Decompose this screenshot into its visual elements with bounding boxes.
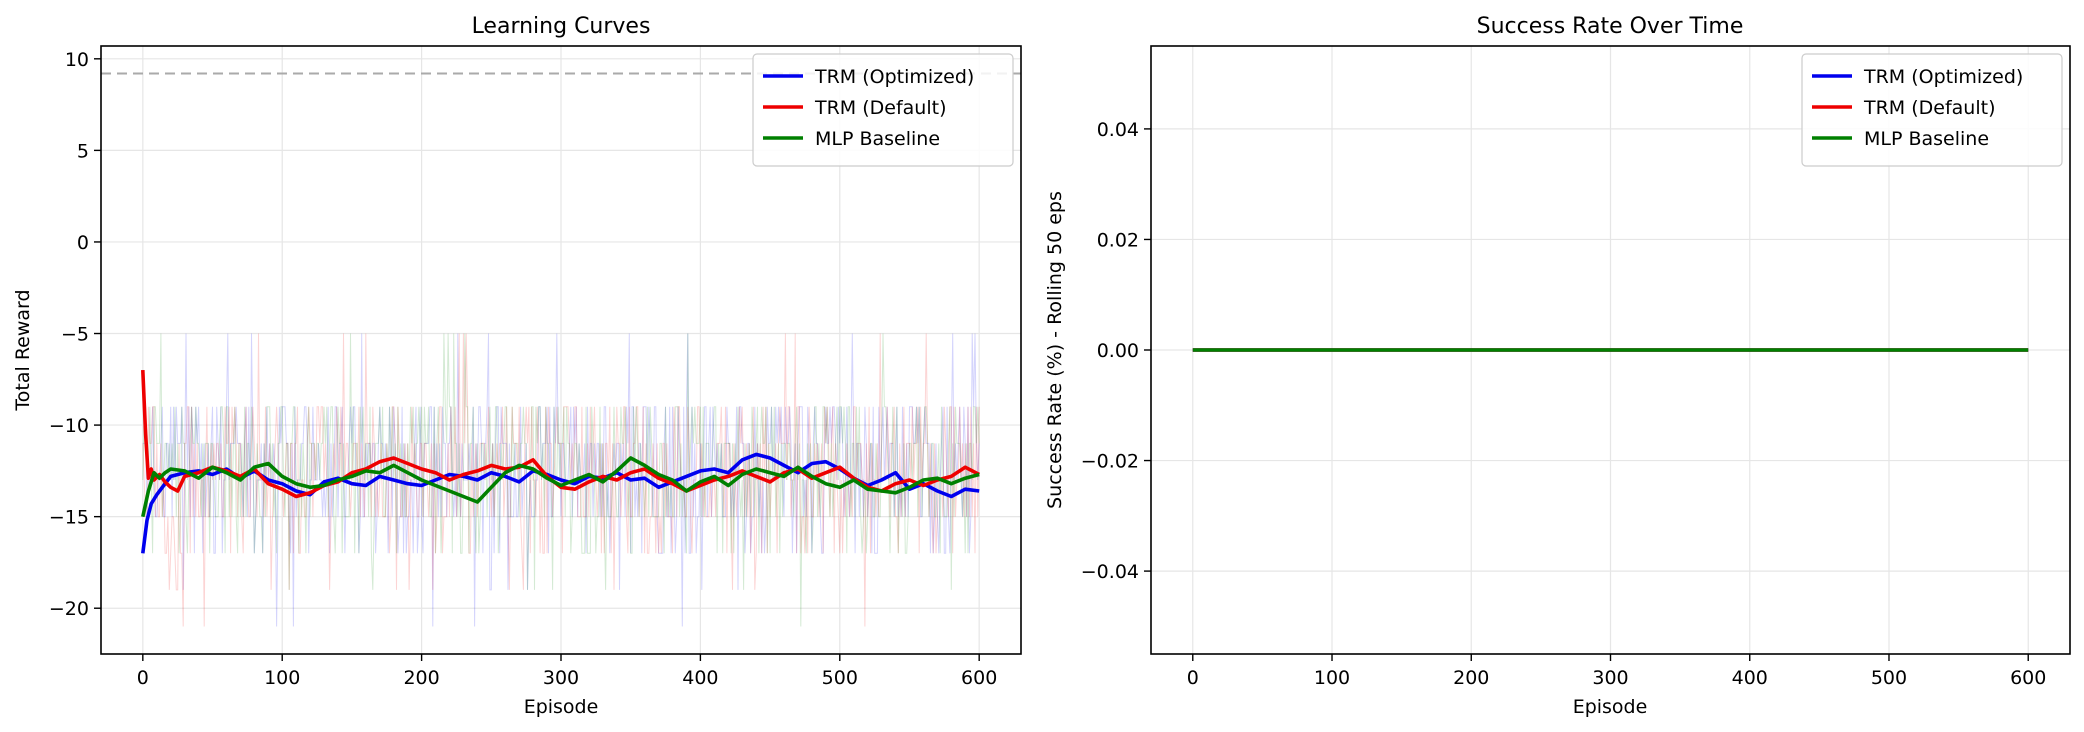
learning-curves-x-tick-label: 100 [264, 667, 300, 689]
learning-curves-x-tick-label: 500 [822, 667, 858, 689]
success-rate-y-tick-label: 0.00 [1097, 340, 1139, 362]
learning-curves-x-tick-label: 0 [137, 667, 149, 689]
learning-curves-legend-label: TRM (Default) [814, 97, 947, 119]
success-rate-x-tick-label: 300 [1592, 667, 1628, 689]
raw-trace-mlp-baseline [142, 333, 980, 627]
raw-episode-rewards [142, 333, 980, 627]
learning-curves-y-tick-label: −5 [61, 324, 89, 346]
success-rate-legend-label: TRM (Default) [1863, 97, 1996, 119]
learning-curves-legend-label: TRM (Optimized) [814, 66, 974, 88]
learning-curves-x-tick-label: 200 [403, 667, 439, 689]
learning-curves-panel: Learning Curves 0 100 200 300 400 500 600 10 5 0 −… [12, 14, 1022, 718]
learning-curves-y-tick-label: 10 [65, 49, 89, 71]
success-rate-title: Success Rate Over Time [1477, 14, 1744, 39]
learning-curves-x-tick-label: 400 [682, 667, 718, 689]
learning-curves-y-tick-label: 5 [77, 140, 89, 162]
learning-curves-title: Learning Curves [472, 14, 651, 39]
success-rate-y-tick-label: 0.02 [1097, 229, 1139, 251]
learning-curves-legend [752, 53, 1014, 167]
learning-curves-y-tick-label: 0 [77, 232, 89, 254]
success-rate-y-tick-label: 0.04 [1097, 119, 1139, 141]
learning-curves-y-tick-label: −20 [49, 598, 89, 620]
success-rate-panel: Success Rate Over Time 0 100 200 300 400 500 6… [1044, 14, 2071, 718]
learning-curves-x-tick-label: 600 [961, 667, 997, 689]
learning-curves-x-tick-label: 300 [543, 667, 579, 689]
learning-curves-y-axis-label: Total Reward [12, 289, 34, 411]
success-rate-y-tick-label: −0.02 [1081, 451, 1139, 473]
success-rate-x-tick-label: 100 [1314, 667, 1350, 689]
learning-curves-legend-label: MLP Baseline [815, 128, 940, 150]
raw-trace-trm-default [142, 333, 980, 627]
learning-curves-y-tick-label: −15 [49, 507, 89, 529]
success-rate-legend-label: MLP Baseline [1864, 128, 1989, 150]
success-rate-legend [1801, 53, 2063, 167]
success-rate-x-tick-label: 600 [2010, 667, 2046, 689]
raw-trace-trm-optimized [142, 333, 980, 627]
success-rate-legend-label: TRM (Optimized) [1863, 66, 2023, 88]
success-rate-x-tick-label: 0 [1187, 667, 1199, 689]
learning-curves-y-tick-label: −10 [49, 415, 89, 437]
learning-curves-series-mlp-baseline [141, 456, 980, 518]
success-rate-x-axis-label: Episode [1573, 696, 1648, 718]
success-rate-x-tick-label: 500 [1871, 667, 1907, 689]
success-rate-y-axis-label: Success Rate (%) - Rolling 50 eps [1044, 191, 1066, 509]
learning-curves-x-axis-label: Episode [524, 696, 599, 718]
success-rate-x-tick-label: 200 [1453, 667, 1489, 689]
success-rate-x-tick-label: 400 [1732, 667, 1768, 689]
success-rate-y-tick-label: −0.04 [1081, 561, 1139, 583]
